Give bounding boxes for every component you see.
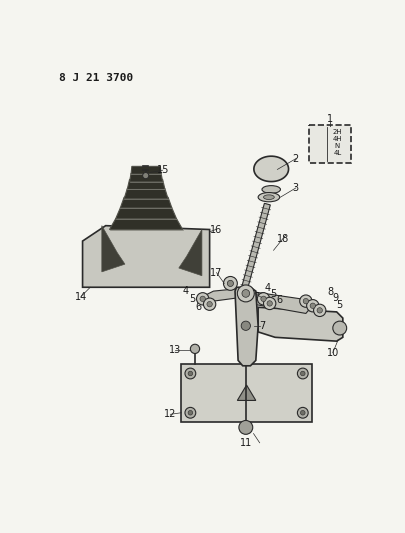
- Text: 4: 4: [182, 286, 188, 296]
- Polygon shape: [109, 219, 182, 230]
- Circle shape: [296, 407, 307, 418]
- Circle shape: [238, 421, 252, 434]
- Text: 6: 6: [276, 295, 282, 305]
- Text: 2H: 2H: [332, 129, 341, 135]
- Circle shape: [300, 371, 304, 376]
- Text: 2: 2: [292, 154, 298, 164]
- Circle shape: [203, 298, 215, 310]
- Text: N: N: [334, 143, 339, 149]
- Text: 17: 17: [210, 268, 222, 278]
- Circle shape: [188, 410, 192, 415]
- Text: 5: 5: [336, 300, 342, 310]
- Circle shape: [316, 308, 322, 313]
- Text: 10: 10: [326, 348, 338, 358]
- Circle shape: [299, 295, 311, 308]
- Polygon shape: [258, 308, 342, 341]
- FancyBboxPatch shape: [308, 125, 350, 163]
- Circle shape: [207, 302, 212, 307]
- Polygon shape: [253, 156, 288, 182]
- Circle shape: [223, 277, 237, 290]
- Bar: [181, 364, 311, 422]
- Polygon shape: [129, 173, 162, 182]
- Polygon shape: [120, 197, 171, 208]
- Circle shape: [200, 296, 205, 302]
- Text: 16: 16: [209, 224, 222, 235]
- Circle shape: [300, 410, 304, 415]
- Text: 12: 12: [164, 409, 176, 419]
- Text: 6: 6: [194, 302, 200, 311]
- Text: 4H: 4H: [332, 136, 341, 142]
- Text: 13: 13: [168, 345, 181, 356]
- Polygon shape: [82, 225, 209, 287]
- Polygon shape: [201, 289, 236, 306]
- Text: 4L: 4L: [333, 150, 341, 156]
- Circle shape: [185, 368, 195, 379]
- Circle shape: [241, 321, 250, 330]
- Text: 18: 18: [276, 234, 288, 244]
- Circle shape: [196, 293, 208, 305]
- Polygon shape: [127, 180, 164, 189]
- Text: 1: 1: [326, 115, 332, 124]
- Circle shape: [296, 368, 307, 379]
- Polygon shape: [124, 189, 168, 199]
- Text: 8 J 21 3700: 8 J 21 3700: [59, 73, 133, 83]
- Text: 5: 5: [188, 294, 194, 304]
- Text: 5: 5: [270, 289, 276, 299]
- Text: 19: 19: [254, 292, 266, 302]
- Ellipse shape: [263, 195, 274, 199]
- Polygon shape: [131, 166, 161, 174]
- Ellipse shape: [258, 192, 279, 202]
- Polygon shape: [234, 287, 258, 366]
- Circle shape: [227, 280, 233, 287]
- Text: 9: 9: [331, 293, 337, 303]
- Polygon shape: [178, 230, 201, 276]
- Polygon shape: [248, 292, 309, 313]
- Circle shape: [260, 296, 266, 302]
- Circle shape: [303, 298, 308, 304]
- Text: 11: 11: [239, 438, 252, 448]
- Circle shape: [313, 304, 325, 317]
- Polygon shape: [239, 203, 270, 296]
- Circle shape: [241, 289, 249, 297]
- Text: 7: 7: [259, 321, 265, 331]
- Circle shape: [142, 173, 148, 179]
- Text: 14: 14: [75, 292, 87, 302]
- Circle shape: [332, 321, 346, 335]
- Ellipse shape: [261, 185, 280, 193]
- Circle shape: [188, 371, 192, 376]
- Polygon shape: [102, 225, 125, 272]
- Text: 4: 4: [264, 283, 270, 293]
- Text: 8: 8: [327, 287, 333, 297]
- Circle shape: [185, 407, 195, 418]
- Circle shape: [257, 293, 269, 305]
- Polygon shape: [237, 385, 255, 400]
- Circle shape: [309, 303, 315, 309]
- Circle shape: [237, 285, 254, 302]
- Circle shape: [266, 301, 272, 306]
- Circle shape: [306, 300, 318, 312]
- Polygon shape: [115, 208, 176, 219]
- Circle shape: [263, 297, 275, 310]
- Text: 15: 15: [156, 165, 168, 175]
- Text: 3: 3: [292, 183, 298, 193]
- Circle shape: [190, 344, 199, 353]
